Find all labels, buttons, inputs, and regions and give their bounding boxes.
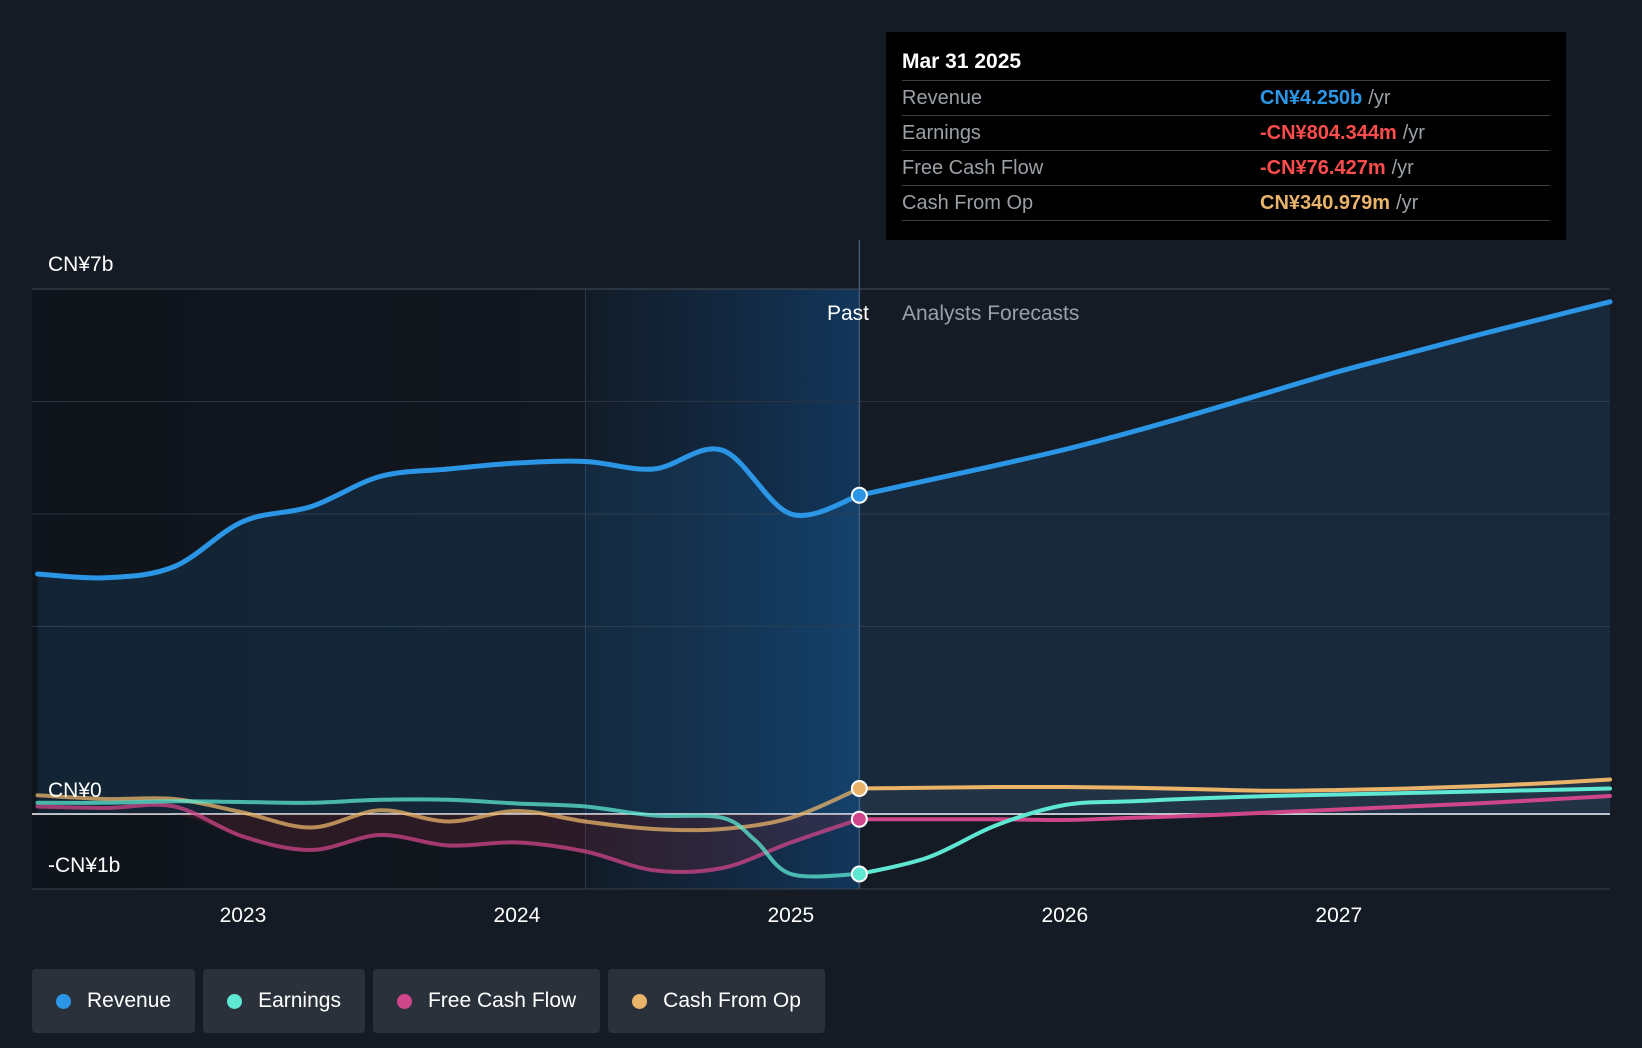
x-tick-label: 2023 [220,904,267,927]
tooltip-row-cash-from-op: Cash From Op CN¥340.979m /yr [902,186,1550,221]
earnings-line-forecast [857,786,1612,876]
tooltip-value: CN¥340.979m [1260,192,1391,214]
tooltip-date: Mar 31 2025 [902,46,1550,81]
recent-year-shade [585,289,860,889]
y-axis-label-zero: CN¥0 [48,779,102,802]
y-axis-label-bottom: -CN¥1b [48,854,120,877]
revenue-area [37,301,1610,814]
x-tick-label: 2027 [1315,904,1362,927]
y-axis-label-top: CN¥7b [48,253,113,276]
tooltip-value: -CN¥804.344m [1260,122,1397,144]
forecast-label: Analysts Forecasts [902,302,1079,325]
tooltip-unit: /yr [1396,192,1419,214]
revenue-line-forecast [856,299,1613,498]
cash-from-op-line-forecast [857,777,1612,793]
legend: Revenue Earnings Free Cash Flow Cash Fro… [32,969,825,1033]
tooltip-label: Free Cash Flow [902,157,1044,179]
tooltip-unit: /yr [1391,157,1414,179]
past-label: Past [827,302,869,325]
tooltip-row-revenue: Revenue CN¥4.250b /yr [902,81,1550,116]
free-cash-flow-line-forecast [857,794,1612,823]
legend-item-revenue[interactable]: Revenue [32,969,196,1033]
earnings-dot-icon [227,993,243,1009]
legend-label: Free Cash Flow [427,989,577,1012]
tooltip-value: CN¥4.250b [1260,87,1363,109]
legend-item-earnings[interactable]: Earnings [203,969,365,1033]
tooltip-unit: /yr [1368,87,1391,109]
tooltip-label: Revenue [902,87,983,109]
earnings-marker [850,865,868,883]
cash-from-op-dot-icon [632,993,648,1009]
revenue-dot-icon [56,993,71,1009]
tooltip: Mar 31 2025 Revenue CN¥4.250b /yr Earnin… [886,32,1566,240]
tooltip-value: -CN¥76.427m [1260,157,1386,179]
tooltip-unit: /yr [1402,122,1425,144]
cash-from-op-marker [850,780,868,797]
free-cash-flow-dot-icon [396,993,412,1009]
revenue-line-past [35,446,862,581]
tooltip-row-free-cash-flow: Free Cash Flow -CN¥76.427m /yr [902,151,1550,186]
legend-item-free-cash-flow[interactable]: Free Cash Flow [372,969,601,1033]
free-cash-flow-line-past [35,802,862,874]
tooltip-label: Cash From Op [902,192,1034,214]
legend-item-cash-from-op[interactable]: Cash From Op [608,969,825,1033]
legend-label: Earnings [258,989,341,1012]
legend-label: Revenue [87,989,172,1012]
earnings-line-past [35,797,862,879]
x-tick-label: 2026 [1041,904,1088,927]
legend-label: Cash From Op [663,989,801,1012]
tooltip-label: Earnings [902,122,981,144]
x-tick-label: 2024 [494,904,541,927]
free-cash-flow-marker [850,810,868,828]
revenue-marker [850,486,868,504]
cash-from-op-line-past [35,786,862,833]
tooltip-row-earnings: Earnings -CN¥804.344m /yr [902,116,1550,151]
x-tick-label: 2025 [768,904,815,927]
